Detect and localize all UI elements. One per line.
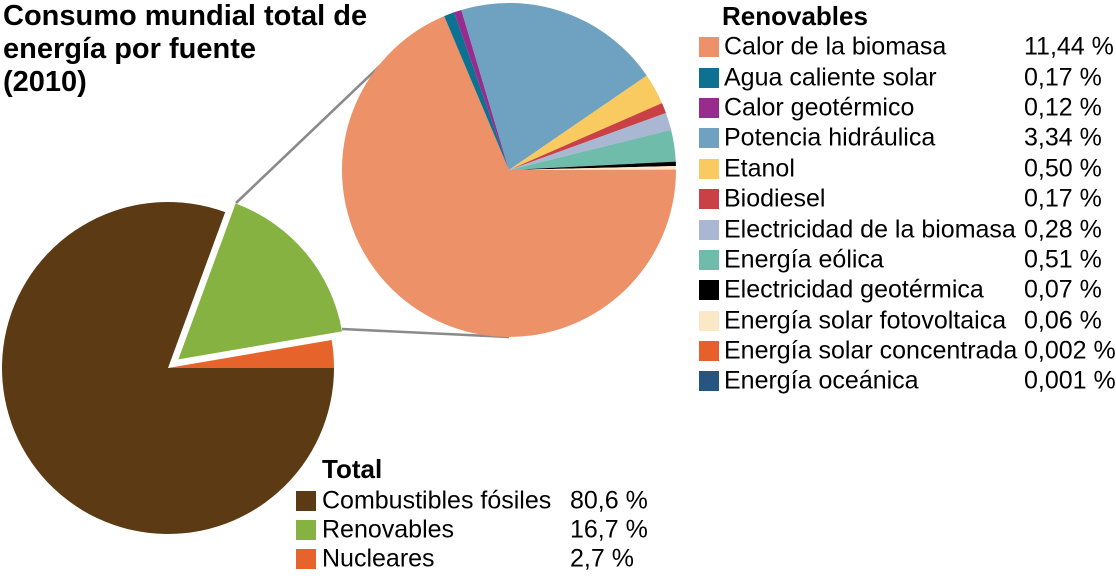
legend-total-rows: Combustibles fósiles 80,6 % Renovables 1… [296, 486, 656, 573]
pie-slice-biodiesel [509, 103, 666, 170]
legend-row-energia-eolica: Energía eólica 0,51 % [699, 245, 1116, 275]
pie-slice-combustibles-fosiles [1, 201, 334, 535]
legend-value: 0,12 % [1024, 93, 1102, 122]
legend-row-energia-solar-fotovoltaica: Energía solar fotovoltaica 0,06 % [699, 306, 1116, 336]
legend-row-energia-solar-concentrada: Energía solar concentrada 0,002 % [699, 336, 1116, 366]
legend-row-energia-oceanica: Energía oceánica 0,001 % [699, 366, 1116, 396]
legend-color-swatch [296, 548, 316, 569]
legend-label: Energía solar concentrada [724, 336, 1018, 365]
legend-row-calor-de-la-biomasa: Calor de la biomasa 11,44 % [699, 32, 1116, 62]
legend-color-swatch [699, 189, 719, 210]
pie-connector-line-2 [341, 327, 510, 339]
legend-color-swatch [296, 519, 316, 540]
legend-color-swatch [699, 280, 719, 301]
legend-label: Nucleares [322, 544, 435, 572]
legend-color-swatch [699, 128, 719, 149]
legend-row-nucleares: Nucleares 2,7 % [296, 544, 656, 573]
legend-row-calor-geotermico: Calor geotérmico 0,12 % [699, 93, 1116, 123]
legend-label: Energía eólica [724, 245, 884, 274]
legend-value: 0,001 % [1024, 366, 1116, 395]
figure-title: Consumo mundial total de energía por fue… [3, 0, 423, 99]
legend-label: Etanol [724, 154, 795, 183]
legend-value: 3,34 % [1024, 123, 1102, 152]
legend-value: 2,7 % [570, 544, 634, 572]
legend-value: 0,28 % [1024, 215, 1102, 244]
pie-slice-etanol [509, 75, 663, 170]
pie-slice-energia-solar-fotovoltaica [509, 166, 676, 170]
legend-color-swatch [699, 158, 719, 179]
legend-row-agua-caliente-solar: Agua caliente solar 0,17 % [699, 62, 1116, 92]
legend-value: 0,17 % [1024, 63, 1102, 92]
legend-label: Renovables [322, 515, 455, 543]
legend-label: Combustibles fósiles [322, 486, 552, 514]
pie-slice-electricidad-geotermica [509, 161, 676, 170]
legend-color-swatch [699, 310, 719, 331]
legend-color-swatch [699, 371, 719, 392]
legend-value: 0,51 % [1024, 245, 1102, 274]
legend-value: 16,7 % [570, 515, 648, 543]
legend-total-header: Total [322, 454, 383, 484]
legend-total: Total Combustibles fósiles 80,6 % Renova… [296, 453, 656, 573]
legend-value: 0,06 % [1024, 306, 1102, 335]
legend-label: Potencia hidráulica [724, 123, 936, 152]
legend-renovables-rows: Calor de la biomasa 11,44 % Agua calient… [699, 32, 1116, 397]
legend-label: Energía oceánica [724, 366, 919, 395]
legend-label: Agua caliente solar [724, 63, 937, 92]
pie-slice-calor-de-la-biomasa [342, 16, 676, 337]
pie-slice-agua-caliente-solar [444, 12, 509, 171]
pie-total [1, 201, 342, 535]
legend-row-biodiesel: Biodiesel 0,17 % [699, 184, 1116, 214]
figure-title-line-1: Consumo mundial total de [3, 0, 368, 32]
legend-row-potencia-hidraulica: Potencia hidráulica 3,34 % [699, 123, 1116, 153]
pie-slice-electricidad-de-la-biomasa [509, 113, 672, 170]
legend-color-swatch [699, 37, 719, 58]
legend-label: Biodiesel [724, 184, 826, 213]
pie-slice-nucleares [168, 339, 334, 368]
legend-row-electricidad-de-la-biomasa: Electricidad de la biomasa 0,28 % [699, 214, 1116, 244]
legend-color-swatch [699, 219, 719, 240]
legend-color-swatch [296, 490, 316, 511]
legend-value: 11,44 % [1024, 32, 1114, 61]
legend-row-etanol: Etanol 0,50 % [699, 154, 1116, 184]
legend-row-electricidad-geotermica: Electricidad geotérmica 0,07 % [699, 275, 1116, 305]
legend-value: 0,17 % [1024, 184, 1102, 213]
pie-renovables [342, 3, 676, 337]
legend-label: Electricidad geotérmica [724, 275, 984, 304]
legend-label: Energía solar fotovoltaica [724, 306, 1007, 335]
legend-row-combustibles-fosiles: Combustibles fósiles 80,6 % [296, 486, 656, 515]
legend-color-swatch [699, 249, 719, 270]
legend-value: 0,07 % [1024, 275, 1102, 304]
pie-slice-energia-eolica [509, 129, 676, 170]
legend-renovables-header: Renovables [722, 1, 868, 31]
pie-slice-calor-geotermico [454, 9, 509, 170]
legend-label: Calor geotérmico [724, 93, 915, 122]
legend-value: 0,50 % [1024, 154, 1102, 183]
legend-value: 0,002 % [1024, 336, 1116, 365]
legend-color-swatch [699, 97, 719, 118]
legend-label: Electricidad de la biomasa [724, 215, 1016, 244]
legend-renovables: Renovables Calor de la biomasa 11,44 % A… [699, 1, 1116, 397]
pie-slice-potencia-hidraulica [461, 3, 647, 170]
legend-value: 80,6 % [570, 486, 648, 514]
legend-color-swatch [699, 67, 719, 88]
figure-title-line-3: (2010) [3, 66, 87, 98]
legend-label: Calor de la biomasa [724, 32, 947, 61]
pie-slice-renovables [178, 203, 342, 360]
legend-row-renovables: Renovables 16,7 % [296, 515, 656, 544]
legend-color-swatch [699, 341, 719, 362]
figure-title-line-2: energía por fuente [3, 33, 256, 65]
